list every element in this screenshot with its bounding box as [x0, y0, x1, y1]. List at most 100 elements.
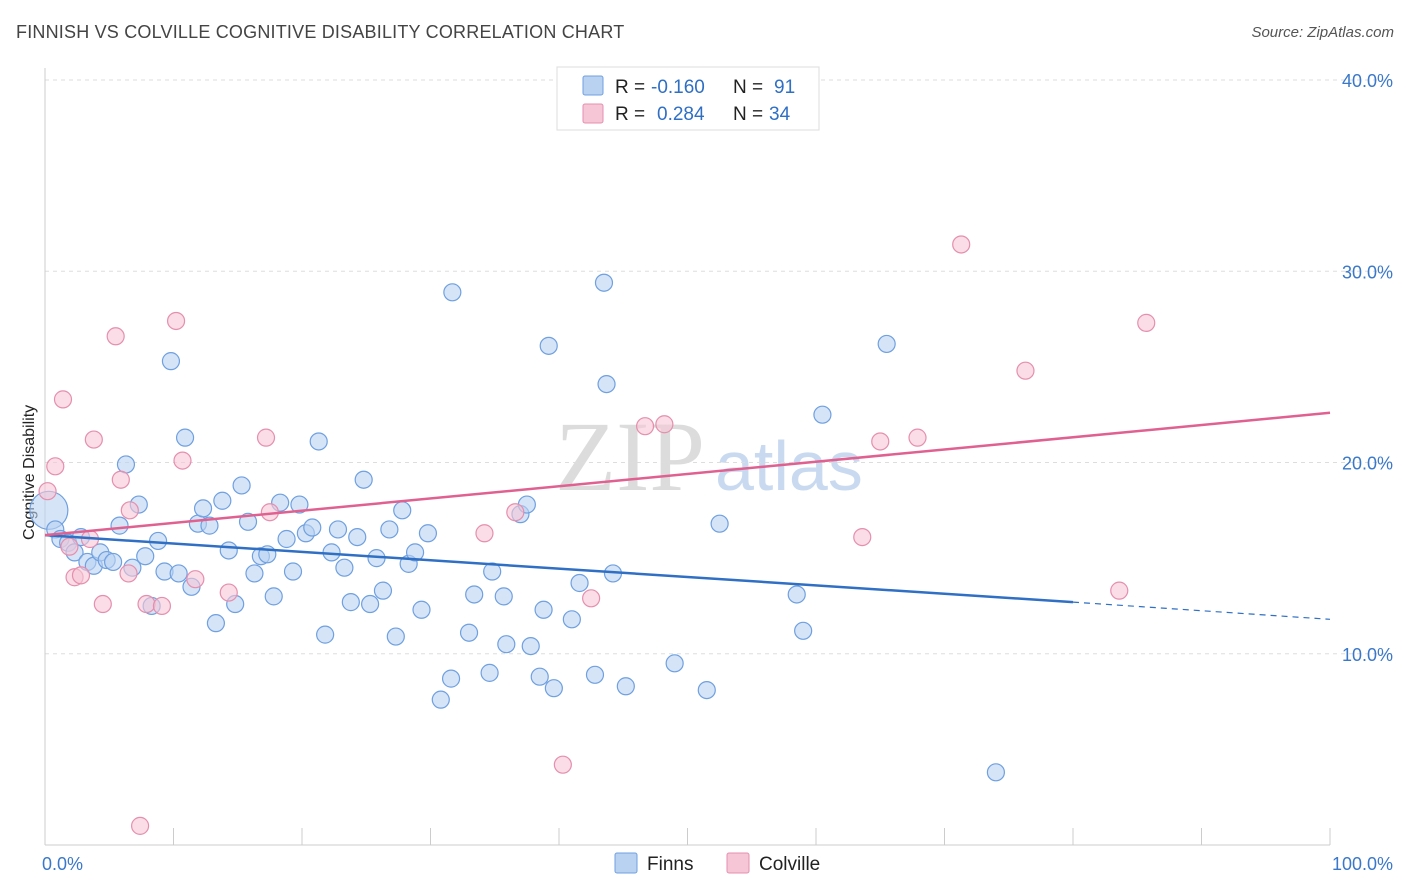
colville-point-24: [553, 755, 572, 774]
finns-point-50: [361, 594, 380, 614]
legend-n-label-colville: N =: [733, 104, 763, 125]
finns-point-66: [483, 562, 502, 581]
colville-point-19: [219, 583, 238, 602]
legend-swatch-finns: [582, 75, 604, 96]
colville-point-11: [119, 564, 138, 583]
finns-point-27: [213, 491, 232, 510]
colville-point-14: [137, 594, 156, 614]
finns-point-83: [665, 654, 684, 673]
legend-r-label-finns: R =: [615, 77, 645, 98]
colville-point-33: [1110, 581, 1129, 600]
colville-point-9: [106, 327, 125, 346]
chart-title: FINNISH VS COLVILLE COGNITIVE DISABILITY…: [16, 22, 625, 42]
colville-point-26: [635, 417, 655, 436]
finns-point-67: [494, 587, 513, 606]
y-tick-label-3: 40.0%: [1342, 71, 1393, 91]
finns-point-87: [794, 621, 813, 640]
colville-point-20: [256, 428, 276, 447]
finns-point-61: [441, 669, 461, 688]
colville-point-12: [120, 501, 139, 520]
finns-point-76: [562, 610, 581, 629]
colville-point-16: [166, 311, 186, 331]
finns-point-64: [465, 585, 484, 604]
colville-point-5: [71, 566, 91, 585]
colville-point-17: [173, 451, 192, 470]
bottom-legend-label-colville: Colville: [759, 854, 820, 875]
colville-point-22: [475, 524, 494, 543]
grid-lines: [45, 79, 1392, 655]
finns-point-73: [534, 600, 553, 619]
finns-point-39: [290, 495, 309, 514]
finns-point-74: [539, 336, 558, 355]
finns-point-72: [530, 667, 549, 686]
y-tick-label-2: 30.0%: [1342, 262, 1393, 282]
finns-point-88: [813, 405, 832, 424]
legend-n-value-colville: 34: [769, 104, 791, 125]
finns-point-60: [431, 690, 450, 709]
finns-point-32: [245, 564, 264, 583]
finns-point-28: [219, 541, 238, 560]
colville-point-34: [1137, 313, 1156, 332]
finns-point-37: [277, 529, 296, 549]
colville-point-30: [908, 428, 927, 447]
finns-point-43: [316, 625, 335, 644]
finns-point-89: [877, 334, 896, 354]
finns-point-52: [373, 581, 393, 600]
finns-point-24: [193, 499, 213, 518]
colville-point-3: [60, 537, 79, 556]
finns-point-86: [787, 585, 806, 604]
finns-point-80: [597, 374, 616, 394]
colville-trend-line: [44, 411, 1331, 537]
finns-point-79: [594, 273, 614, 292]
y-tick-labels: 10.0% 20.0% 30.0% 40.0%: [1342, 71, 1393, 665]
bottom-legend-label-finns: Finns: [647, 854, 693, 875]
finns-point-25: [200, 516, 219, 535]
colville-point-10: [111, 470, 130, 489]
finns-point-68: [497, 635, 516, 654]
finns-point-46: [335, 558, 354, 577]
finns-point-49: [354, 470, 373, 489]
finns-point-45: [328, 520, 348, 539]
colville-point-32: [1016, 361, 1035, 380]
finns-point-63: [459, 623, 479, 642]
finns-point-47: [341, 593, 360, 612]
finns-point-12: [116, 455, 136, 474]
x-tick-labels: 0.0% 100.0%: [42, 854, 1393, 874]
x-tick-label-0: 0.0%: [42, 854, 83, 874]
finns-point-21: [175, 428, 195, 447]
colville-point-18: [186, 570, 205, 589]
finns-point-48: [348, 527, 367, 547]
colville-point-31: [952, 235, 971, 254]
finns-point-35: [264, 587, 283, 606]
finns-point-54: [386, 627, 405, 646]
colville-point-8: [93, 594, 112, 614]
finns-point-75: [544, 679, 563, 698]
finns-point-10: [104, 552, 123, 572]
source-label: Source: ZipAtlas.com: [1251, 24, 1394, 41]
watermark-atlas: atlas: [715, 427, 863, 505]
finns-point-55: [393, 501, 412, 520]
colville-point-0: [38, 482, 57, 501]
legend-r-value-finns: -0.160: [651, 77, 705, 98]
watermark-zip: ZIP: [555, 401, 705, 512]
colville-point-2: [53, 390, 73, 409]
colville-point-13: [130, 816, 150, 835]
finns-point-82: [616, 677, 635, 696]
finns-point-84: [697, 680, 716, 700]
finns-point-26: [206, 614, 226, 633]
legend-n-label-finns: N =: [733, 77, 763, 98]
finns-point-77: [570, 573, 589, 593]
legend-r-value-colville: 0.284: [657, 104, 705, 125]
bottom-legend-swatch-finns: [614, 852, 638, 874]
finns-point-85: [710, 514, 729, 533]
finns-point-65: [480, 663, 499, 682]
trend-lines: [44, 411, 1331, 620]
finns-point-15: [136, 547, 155, 566]
colville-point-1: [46, 457, 65, 476]
finns-trend-extension: [1072, 601, 1331, 620]
finns-point-71: [521, 636, 540, 656]
finns-trend-line: [44, 533, 1074, 604]
colville-point-23: [506, 503, 525, 522]
legend-swatch-colville: [582, 103, 604, 124]
colville-point-27: [655, 415, 674, 434]
